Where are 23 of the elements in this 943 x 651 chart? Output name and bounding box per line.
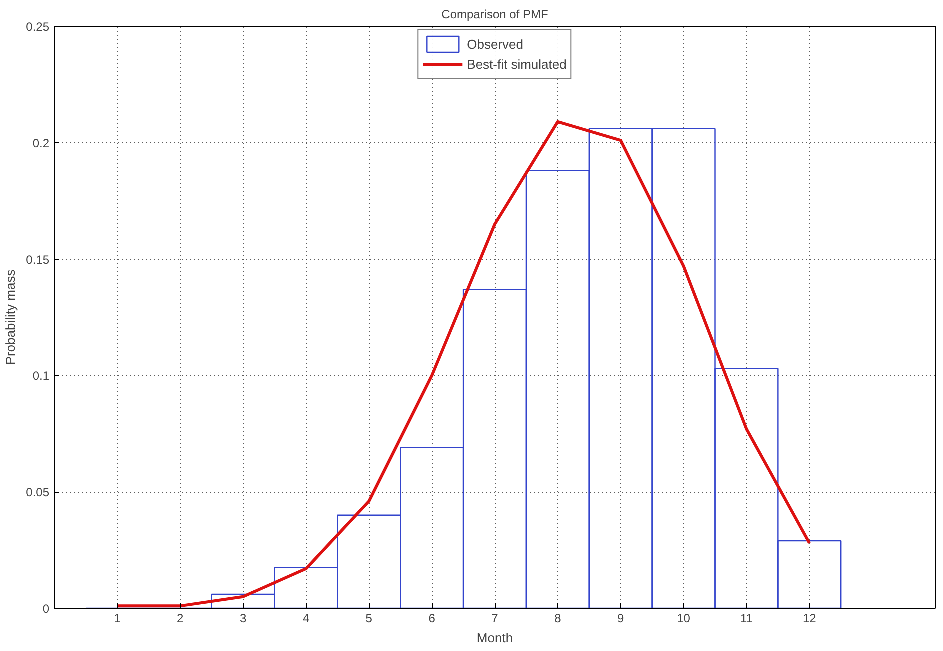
x-tick-label: 8: [554, 612, 562, 626]
y-tick-label: 0.2: [32, 136, 50, 150]
x-axis-title: Month: [476, 630, 514, 646]
chart-title: Comparison of PMF: [442, 8, 548, 22]
x-tick-label: 4: [302, 612, 310, 626]
y-axis-title: Probability mass: [3, 269, 18, 366]
x-tick-label: 11: [740, 612, 754, 626]
x-tick-label: 5: [366, 612, 373, 626]
x-tick-label: 1: [114, 612, 122, 626]
x-tick-label: 2: [177, 612, 184, 626]
x-tick-label: 7: [492, 612, 499, 626]
x-tick-label: 12: [802, 612, 817, 626]
x-tick-label: 10: [677, 612, 691, 626]
y-tick-label: 0.25: [26, 20, 50, 34]
y-tick-label: 0.15: [26, 252, 50, 267]
x-tick-label: 3: [240, 612, 247, 626]
y-tick-label: 0: [42, 602, 50, 616]
y-tick-label: 0.1: [32, 369, 50, 384]
legend-label: Observed: [467, 36, 524, 52]
x-tick-label: 6: [428, 612, 436, 626]
y-tick-label: 0.05: [26, 486, 50, 500]
x-tick-label: 9: [618, 612, 625, 626]
legend-label: Best-fit simulated: [467, 56, 567, 72]
